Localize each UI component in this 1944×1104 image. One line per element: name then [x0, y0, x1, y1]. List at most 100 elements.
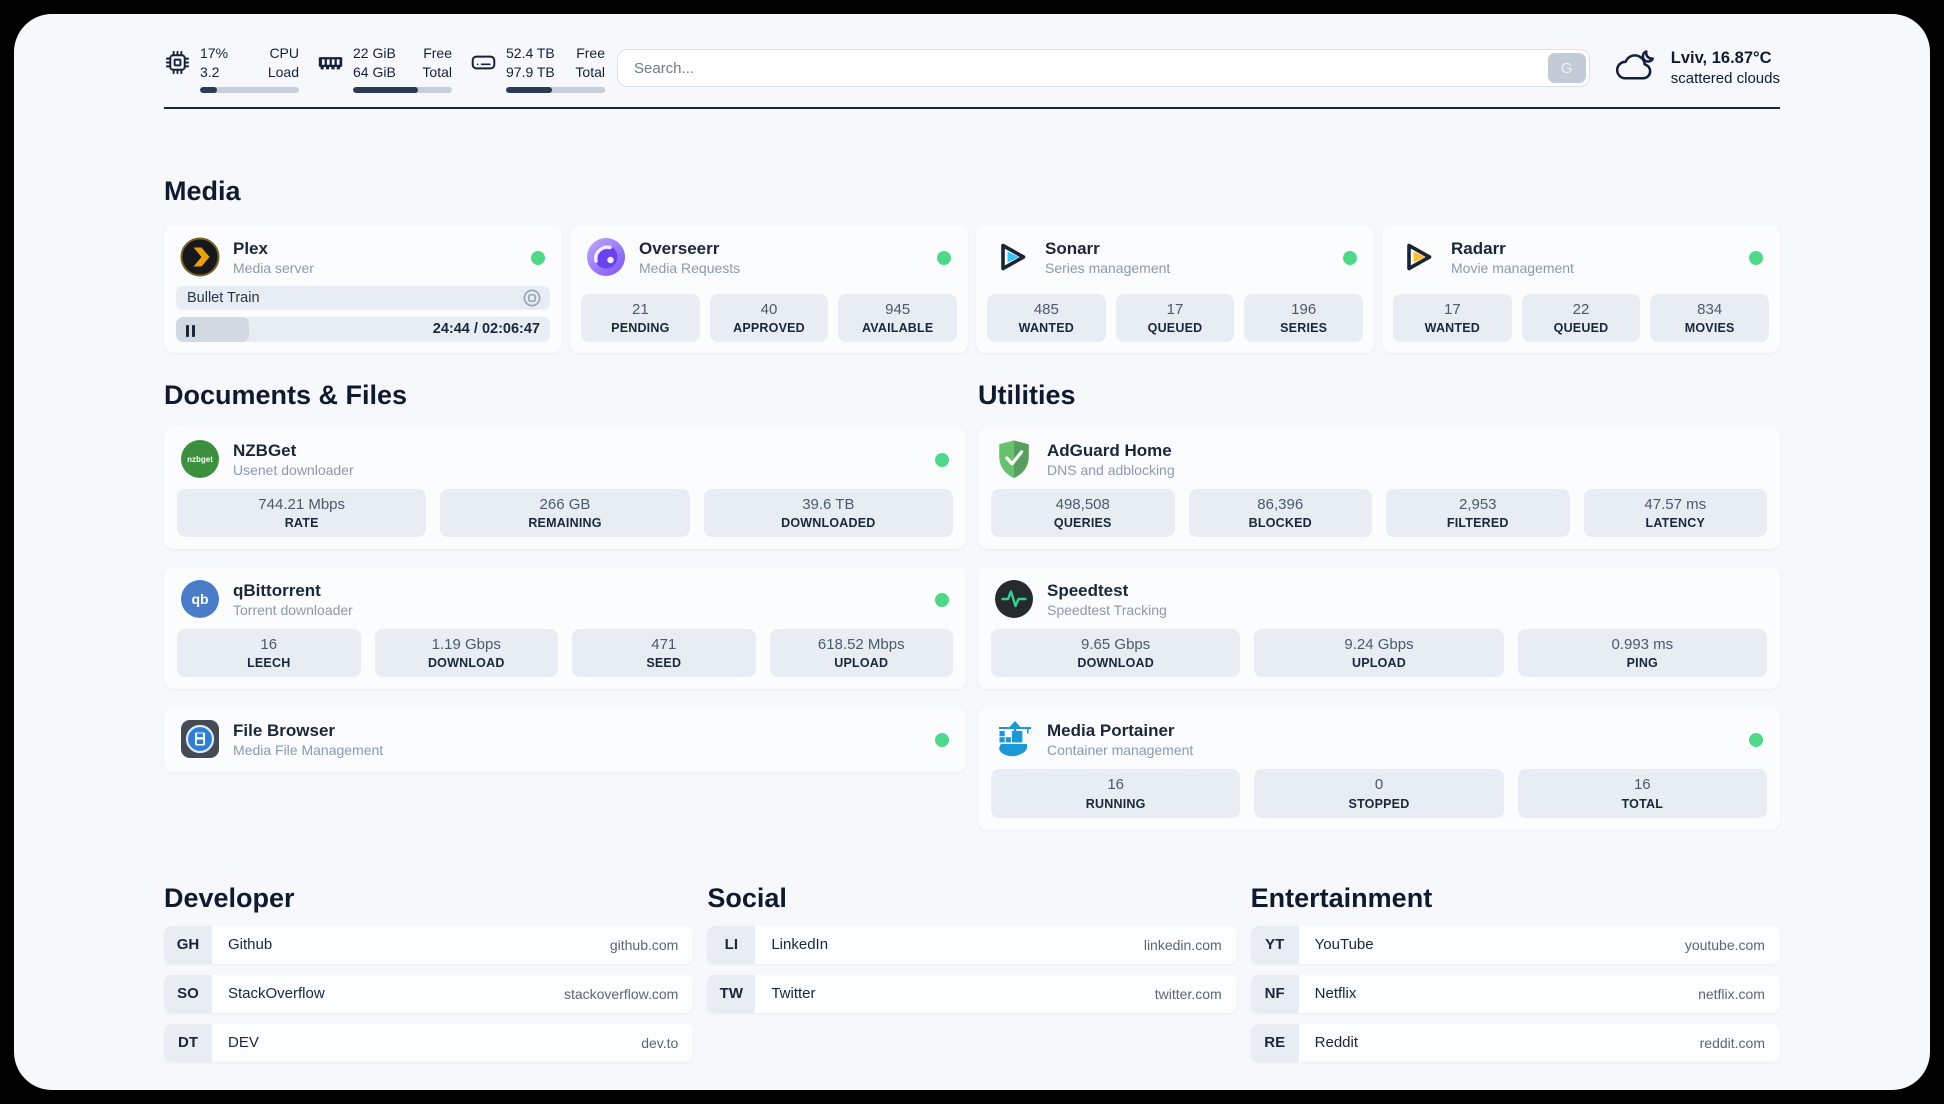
service-description: Media File Management: [233, 742, 384, 759]
service-card-adguard[interactable]: AdGuard Home DNS and adblocking 498,508 Q…: [978, 426, 1780, 550]
bookmark-github[interactable]: GH Github github.com: [164, 925, 694, 964]
service-description: Torrent downloader: [233, 602, 353, 619]
weather-condition: scattered clouds: [1670, 70, 1780, 88]
media-section: Plex Media server Bullet Train 24:44 / 0…: [164, 224, 1780, 353]
bookmark-abbr: TW: [707, 974, 756, 1013]
section-title-developer: Developer: [164, 882, 295, 913]
service-description: Media server: [233, 259, 314, 276]
disk-progress-bar: [506, 86, 605, 93]
plex-icon: [180, 237, 220, 277]
stat-download: 9.65 Gbps DOWNLOAD: [991, 629, 1241, 678]
stat-series: 196 SERIES: [1244, 293, 1364, 342]
service-description: Container management: [1047, 742, 1194, 759]
bookmark-name: Twitter: [771, 985, 816, 1003]
stat-filtered: 2,953 FILTERED: [1386, 488, 1570, 538]
memory-total-label: Total: [422, 63, 452, 80]
disk-metric: 52.4 TB Free 97.9 TB Total: [470, 44, 605, 93]
disk-free: 52.4 TB: [506, 45, 555, 61]
memory-icon: [317, 49, 344, 76]
search-input[interactable]: [617, 49, 1590, 87]
status-dot-online: [935, 733, 949, 748]
bookmark-abbr: RE: [1250, 1023, 1299, 1062]
service-name: Overseerr: [639, 238, 720, 258]
memory-progress-bar: [353, 86, 452, 93]
bookmark-name: StackOverflow: [228, 985, 325, 1003]
stat-upload: 9.24 Gbps UPLOAD: [1254, 629, 1504, 678]
radarr-icon: [1398, 237, 1438, 277]
cpu-icon: [164, 49, 191, 76]
section-title-entertainment: Entertainment: [1250, 882, 1433, 913]
cpu-progress-bar: [200, 86, 299, 93]
header-divider: [164, 106, 1780, 109]
weather-widget: Lviv, 16.87°C scattered clouds: [1612, 46, 1780, 88]
disk-total: 97.9 TB: [506, 63, 555, 80]
disk-free-label: Free: [576, 45, 605, 61]
service-card-overseerr[interactable]: Overseerr Media Requests 21 PENDING 40 APP…: [570, 224, 968, 353]
cpu-label: CPU: [269, 45, 299, 61]
service-description: Usenet downloader: [233, 461, 354, 478]
service-card-speedtest[interactable]: Speedtest Speedtest Tracking 9.65 Gbps DO…: [978, 567, 1780, 690]
bookmark-name: LinkedIn: [771, 936, 829, 954]
service-card-radarr[interactable]: Radarr Movie management 17 WANTED 22 QUEUE…: [1382, 224, 1780, 353]
utilities-section: Utilities AdGuard Home: [978, 379, 1780, 848]
bookmark-linkedin[interactable]: LI LinkedIn linkedin.com: [707, 925, 1237, 964]
session-view-icon[interactable]: [523, 289, 541, 307]
stat-leech: 16 LEECH: [177, 629, 361, 678]
stat-wanted: 485 WANTED: [987, 293, 1106, 342]
service-card-nzbget[interactable]: nzbget NZBGet Usenet downloader 744.21 M…: [164, 426, 966, 550]
bookmark-twitter[interactable]: TW Twitter twitter.com: [707, 974, 1237, 1013]
stat-queries: 498,508 QUERIES: [991, 488, 1175, 538]
disk-total-label: Total: [575, 63, 605, 80]
bookmark-dev[interactable]: DT DEV dev.to: [164, 1023, 694, 1062]
service-description: Movie management: [1451, 259, 1574, 276]
section-title-social: Social: [707, 882, 787, 913]
now-playing-row[interactable]: Bullet Train: [176, 285, 550, 311]
status-dot-online: [937, 250, 951, 265]
service-card-sonarr[interactable]: Sonarr Series management 485 WANTED 17 QUE…: [976, 224, 1374, 353]
bookmark-abbr: YT: [1250, 925, 1299, 964]
bookmark-url: netflix.com: [1698, 985, 1765, 1002]
search-provider-button[interactable]: G: [1547, 53, 1586, 83]
bookmark-url: youtube.com: [1684, 936, 1765, 953]
stat-queued: 22 QUEUED: [1521, 293, 1641, 342]
stat-stopped: 0 STOPPED: [1254, 769, 1504, 818]
service-card-qbittorrent[interactable]: qb qBittorrent Torrent downloader 16 LEEC…: [164, 567, 966, 690]
bookmark-abbr: SO: [164, 974, 212, 1013]
stat-available: 945 AVAILABLE: [838, 293, 958, 342]
stat-upload: 618.52 Mbps UPLOAD: [769, 629, 953, 678]
service-name: qBittorrent: [233, 580, 321, 600]
status-dot-online: [1749, 250, 1763, 265]
playback-progress: 24:44 / 02:06:47: [176, 317, 550, 342]
sonarr-icon: [992, 237, 1032, 277]
service-card-plex[interactable]: Plex Media server Bullet Train 24:44 / 0…: [164, 224, 562, 353]
bookmark-group-social: Social LI LinkedIn linkedin.com TW Twitt…: [707, 882, 1237, 1073]
stat-approved: 40 APPROVED: [709, 293, 829, 342]
bookmark-abbr: LI: [707, 925, 756, 964]
bookmark-reddit[interactable]: RE Reddit reddit.com: [1250, 1023, 1780, 1062]
service-card-filebrowser[interactable]: File Browser Media File Management: [164, 707, 966, 773]
stat-queued: 17 QUEUED: [1115, 293, 1235, 342]
documents-section: Documents & Files nzbget NZBGet Usenet d…: [164, 379, 966, 791]
filebrowser-icon: [180, 719, 220, 759]
service-card-portainer[interactable]: Media Portainer Container management 16 R…: [978, 707, 1780, 830]
bookmark-url: stackoverflow.com: [563, 985, 679, 1002]
bookmark-youtube[interactable]: YT YouTube youtube.com: [1250, 925, 1780, 964]
memory-free-label: Free: [423, 45, 452, 61]
service-name: File Browser: [233, 721, 336, 741]
cpu-usage: 17%: [200, 45, 229, 61]
cpu-load-label: Load: [267, 63, 299, 80]
service-description: Media Requests: [639, 259, 741, 276]
nzbget-icon: nzbget: [180, 439, 220, 479]
bookmark-abbr: GH: [164, 925, 212, 964]
bookmark-abbr: DT: [164, 1023, 212, 1062]
adguard-icon: [994, 439, 1034, 479]
pause-icon[interactable]: [186, 324, 196, 337]
bookmark-stackoverflow[interactable]: SO StackOverflow stackoverflow.com: [164, 974, 694, 1013]
system-metrics: 17% CPU 3.2 Load: [164, 44, 605, 93]
bookmark-url: github.com: [609, 936, 679, 953]
status-dot-online: [935, 452, 949, 467]
bookmark-url: linkedin.com: [1143, 936, 1222, 953]
weather-location: Lviv, 16.87°C: [1670, 48, 1772, 67]
bookmark-netflix[interactable]: NF Netflix netflix.com: [1250, 974, 1780, 1013]
memory-free: 22 GiB: [353, 45, 396, 61]
